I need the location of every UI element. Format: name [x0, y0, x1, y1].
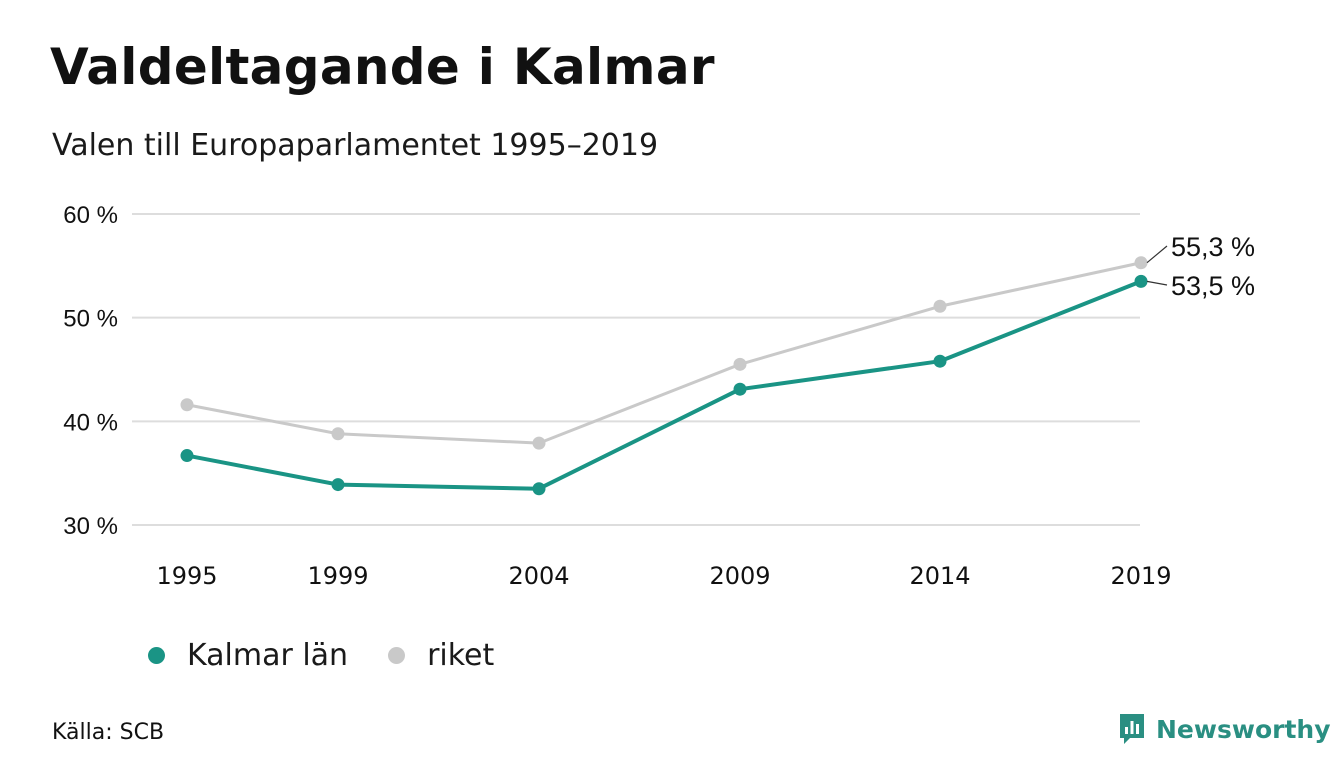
legend-marker-riket — [388, 647, 406, 664]
data-point[interactable] — [532, 482, 546, 496]
legend-item-riket[interactable]: riket — [388, 638, 494, 673]
x-tick-label: 2009 — [709, 562, 770, 590]
series-line — [186, 261, 1142, 445]
newsworthy-icon — [1120, 714, 1144, 744]
y-tick-label: 50 % — [63, 306, 118, 333]
legend-label-riket: riket — [427, 638, 495, 673]
series-riket — [180, 256, 1148, 450]
brand-logo[interactable]: Newsworthy — [1118, 712, 1331, 746]
data-point[interactable] — [532, 436, 546, 450]
brand-name: Newsworthy — [1156, 714, 1331, 744]
source-note: Källa: SCB — [52, 720, 165, 745]
series-kalmar — [180, 274, 1148, 496]
series-group — [180, 256, 1148, 496]
end-labels: 55,3 % 53,5 % — [1146, 232, 1255, 301]
end-label-leader — [1146, 245, 1168, 264]
x-tick-label: 2014 — [909, 562, 970, 590]
x-axis-ticks: 1995 1999 2004 2009 2014 2019 — [156, 562, 1171, 590]
x-tick-label: 2019 — [1110, 562, 1171, 590]
x-tick-label: 1999 — [307, 562, 368, 590]
series-line — [186, 279, 1142, 491]
data-point[interactable] — [331, 478, 345, 492]
legend-label-kalmar: Kalmar län — [187, 638, 349, 673]
data-point[interactable] — [933, 299, 947, 313]
data-point[interactable] — [1134, 274, 1148, 288]
end-label-riket: 55,3 % — [1171, 232, 1255, 262]
data-point[interactable] — [180, 398, 194, 412]
y-tick-label: 60 % — [63, 202, 118, 229]
data-point[interactable] — [733, 357, 747, 371]
x-tick-label: 1995 — [156, 562, 217, 590]
legend: Kalmar län riket — [148, 638, 534, 673]
chart-subtitle: Valen till Europaparlamentet 1995–2019 — [52, 128, 659, 163]
data-point[interactable] — [331, 427, 345, 441]
x-tick-label: 2004 — [508, 562, 569, 590]
y-axis-ticks: 30 % 40 % 50 % 60 % — [63, 202, 118, 540]
data-point[interactable] — [733, 382, 747, 396]
legend-marker-kalmar — [148, 647, 165, 664]
y-tick-label: 40 % — [63, 409, 118, 436]
end-label-kalmar: 53,5 % — [1171, 271, 1255, 301]
end-label-leader — [1146, 280, 1168, 286]
data-point[interactable] — [180, 449, 194, 463]
chart-title: Valdeltagande i Kalmar — [50, 38, 715, 96]
y-tick-label: 30 % — [63, 513, 118, 540]
legend-item-kalmar[interactable]: Kalmar län — [148, 638, 348, 673]
data-point[interactable] — [933, 354, 947, 368]
data-point[interactable] — [1134, 256, 1148, 270]
gridlines — [132, 213, 1140, 526]
